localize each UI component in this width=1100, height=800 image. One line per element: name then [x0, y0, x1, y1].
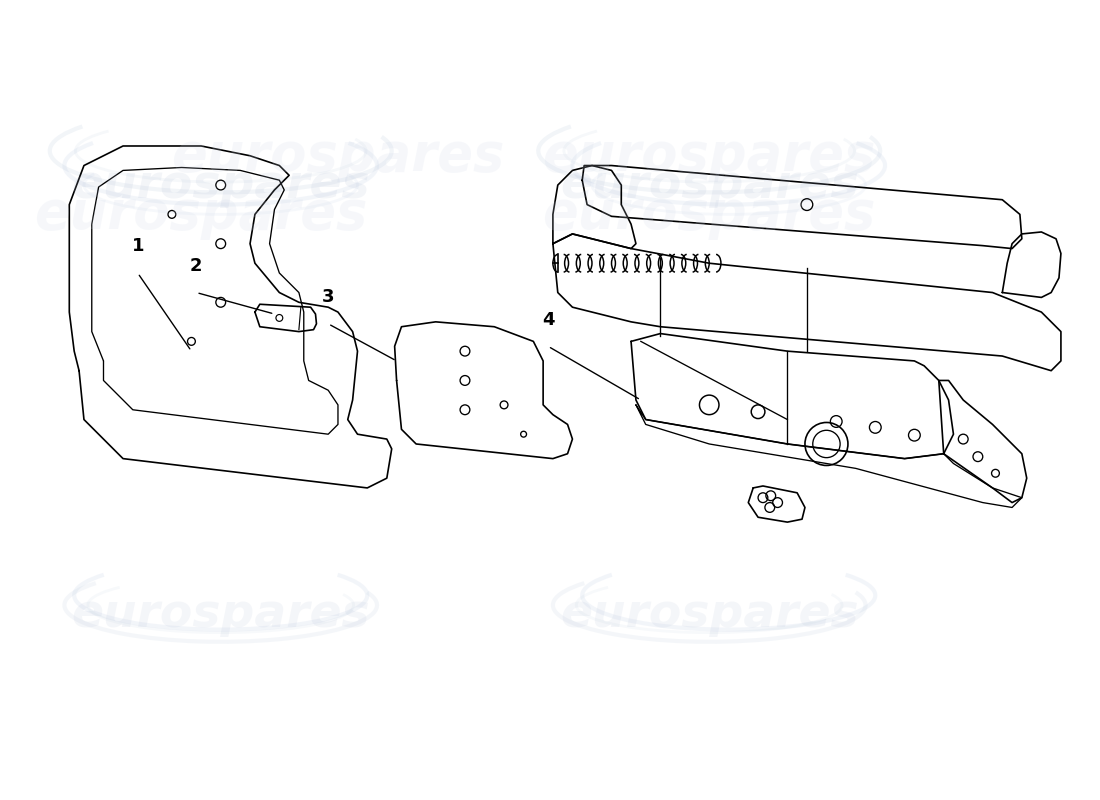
Text: 1: 1: [131, 238, 144, 255]
Text: eurospares: eurospares: [560, 593, 858, 638]
Text: eurospares: eurospares: [542, 130, 876, 182]
Text: 2: 2: [190, 257, 202, 275]
Text: eurospares: eurospares: [172, 130, 505, 182]
Text: eurospares: eurospares: [34, 188, 367, 240]
Text: eurospares: eurospares: [560, 162, 858, 207]
Text: 3: 3: [322, 288, 334, 306]
Text: eurospares: eurospares: [542, 188, 876, 240]
Text: eurospares: eurospares: [72, 593, 370, 638]
Text: 4: 4: [542, 310, 554, 329]
Text: eurospares: eurospares: [72, 162, 370, 207]
